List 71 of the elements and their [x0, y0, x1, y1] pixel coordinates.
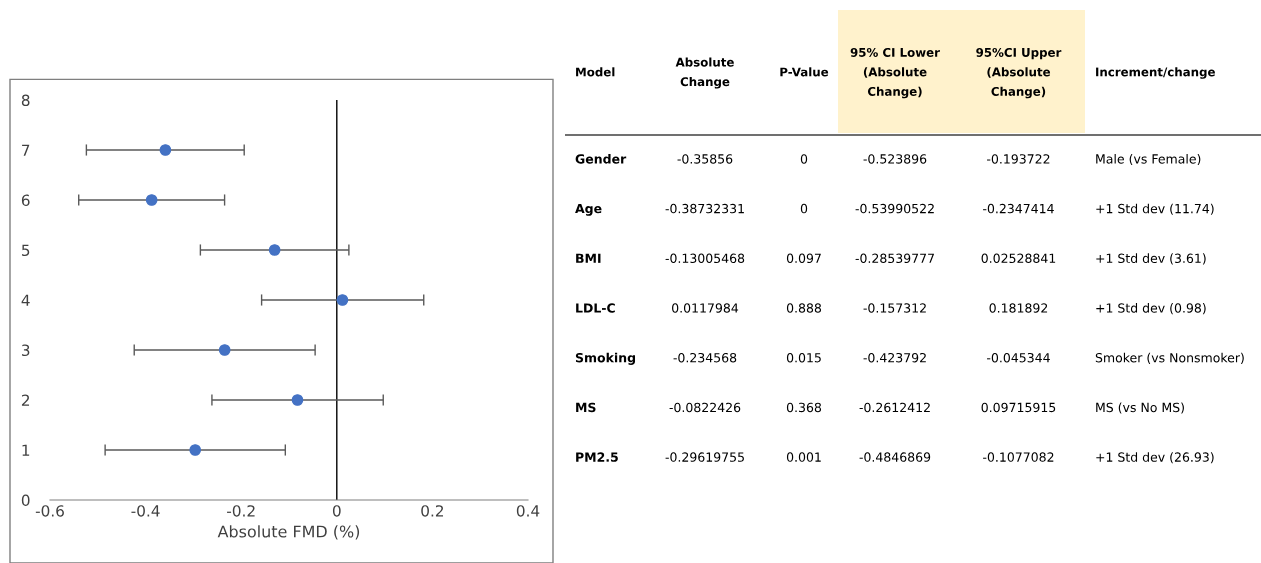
text: +1 Std dev (26.93)	[1096, 452, 1214, 464]
category-label: Increment/change	[1096, 67, 1215, 79]
text: -0.35856	[677, 154, 733, 164]
text: Smoker (vs Nonsmoker)	[1095, 352, 1244, 364]
category-label: Smoking	[575, 352, 636, 365]
text: Male (vs Female)	[1096, 153, 1201, 166]
text: 0.015	[786, 352, 821, 363]
text: -0.423792	[863, 352, 926, 363]
text: -0.0822426	[669, 402, 741, 413]
text: 0.181892	[989, 303, 1048, 313]
y-tick-label: 1	[22, 444, 30, 456]
text: 0	[800, 154, 808, 164]
text: -0.53990522	[855, 203, 934, 214]
point	[336, 294, 349, 306]
text: +1 Std dev (11.74)	[1096, 203, 1214, 215]
text: +1 Std dev (0.98)	[1096, 303, 1206, 315]
x-tick-label: 0.4	[516, 505, 540, 517]
category-label: PM2.5	[576, 452, 618, 462]
text: -0.523896	[863, 154, 927, 164]
text: -0.234568	[673, 352, 737, 363]
y-tick-label: 4	[21, 294, 30, 306]
category-label: Absolute Change	[675, 57, 734, 89]
text: -0.4846869	[859, 452, 931, 462]
text: 0.001	[786, 452, 821, 462]
text: +1 Std dev (3.61)	[1096, 253, 1206, 265]
y-tick-label: 8	[21, 94, 30, 107]
text: -0.1077082	[983, 452, 1054, 462]
category-label: 95%CI Upper (Absolute Change)	[976, 47, 1062, 99]
text: -0.13005468	[665, 253, 745, 264]
text: -0.045344	[987, 352, 1050, 363]
x-tick-label: -0.4	[131, 505, 160, 517]
y-tick-label: 5	[22, 244, 30, 257]
category-label: BMI	[576, 253, 601, 263]
category-label: Age	[575, 203, 602, 216]
point	[291, 394, 304, 406]
y-tick-label: 6	[21, 194, 30, 207]
text: -0.2612412	[859, 402, 930, 413]
text: -0.193722	[987, 154, 1050, 164]
point	[268, 244, 281, 256]
category-label: Model	[576, 67, 615, 77]
category-label: P-Value	[780, 67, 829, 77]
text: 0.09715915	[981, 402, 1056, 413]
text: 0	[800, 203, 808, 214]
y-tick-label: 7	[22, 144, 30, 156]
y-tick-label: 0	[21, 494, 30, 507]
text: -0.38732331	[665, 203, 744, 214]
text: -0.29619755	[665, 452, 744, 462]
y-tick-label: 2	[21, 394, 30, 406]
text: 0.888	[786, 303, 822, 313]
y-tick-label: 3	[22, 344, 30, 357]
x-tick-label: 0	[332, 505, 341, 517]
point	[218, 344, 231, 356]
point	[189, 444, 202, 456]
category-label: Gender	[575, 153, 627, 164]
text: 0.368	[786, 402, 822, 413]
text: -0.28539777	[855, 253, 934, 264]
point	[145, 194, 158, 206]
text: 0.097	[786, 253, 821, 264]
point	[159, 144, 172, 156]
category-label: LDL-C	[576, 303, 615, 313]
x-tick-label: -0.2	[227, 505, 255, 517]
text: 0.02528841	[981, 253, 1056, 264]
category-label: MS	[576, 402, 596, 413]
category-label: 95% CI Lower (Absolute Change)	[850, 47, 940, 99]
text: -0.2347414	[983, 203, 1054, 214]
text: -0.157312	[863, 303, 926, 313]
text: MS (vs No MS)	[1096, 402, 1184, 414]
x-axis-title: Absolute FMD (%)	[217, 525, 360, 540]
text: 0.0117984	[672, 303, 739, 313]
x-tick-label: -0.6	[35, 505, 64, 517]
x-tick-label: 0.2	[421, 505, 444, 517]
